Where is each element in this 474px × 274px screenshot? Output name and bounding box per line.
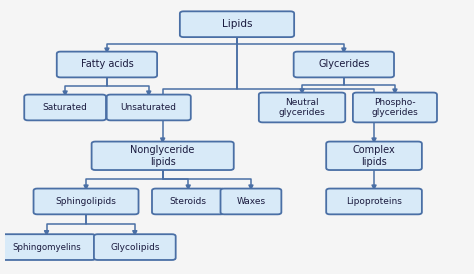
Text: Glycolipids: Glycolipids bbox=[110, 242, 160, 252]
FancyBboxPatch shape bbox=[294, 52, 394, 77]
FancyBboxPatch shape bbox=[57, 52, 157, 77]
FancyBboxPatch shape bbox=[259, 93, 345, 122]
Text: Neutral
glycerides: Neutral glycerides bbox=[279, 98, 326, 117]
Text: Nonglyceride
lipids: Nonglyceride lipids bbox=[130, 145, 195, 167]
Text: Complex
lipids: Complex lipids bbox=[353, 145, 395, 167]
FancyBboxPatch shape bbox=[91, 142, 234, 170]
FancyBboxPatch shape bbox=[353, 93, 437, 122]
Text: Unsaturated: Unsaturated bbox=[121, 103, 177, 112]
FancyBboxPatch shape bbox=[24, 95, 106, 120]
FancyBboxPatch shape bbox=[326, 142, 422, 170]
Text: Waxes: Waxes bbox=[237, 197, 265, 206]
Text: Steroids: Steroids bbox=[170, 197, 207, 206]
FancyBboxPatch shape bbox=[107, 95, 191, 120]
Text: Phospho-
glycerides: Phospho- glycerides bbox=[372, 98, 419, 117]
FancyBboxPatch shape bbox=[152, 189, 225, 214]
FancyBboxPatch shape bbox=[220, 189, 282, 214]
Text: Sphingomyelins: Sphingomyelins bbox=[12, 242, 81, 252]
FancyBboxPatch shape bbox=[180, 11, 294, 37]
FancyBboxPatch shape bbox=[0, 234, 96, 260]
FancyBboxPatch shape bbox=[326, 189, 422, 214]
Text: Fatty acids: Fatty acids bbox=[81, 59, 133, 70]
Text: Sphingolipids: Sphingolipids bbox=[55, 197, 117, 206]
Text: Lipoproteins: Lipoproteins bbox=[346, 197, 402, 206]
FancyBboxPatch shape bbox=[34, 189, 138, 214]
FancyBboxPatch shape bbox=[94, 234, 176, 260]
Text: Saturated: Saturated bbox=[43, 103, 88, 112]
Text: Glycerides: Glycerides bbox=[318, 59, 370, 70]
Text: Lipids: Lipids bbox=[222, 19, 252, 29]
